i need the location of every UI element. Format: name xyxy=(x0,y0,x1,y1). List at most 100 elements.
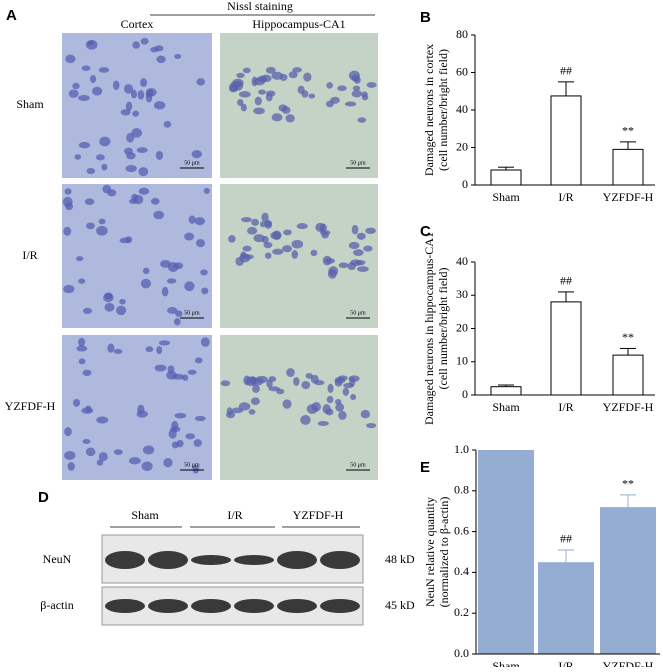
cell xyxy=(228,84,239,93)
cell xyxy=(113,449,123,455)
cell xyxy=(98,67,110,73)
cell xyxy=(96,416,109,424)
cell xyxy=(125,236,133,244)
band xyxy=(148,599,188,613)
y-tick-label: 0 xyxy=(462,387,468,401)
cell xyxy=(351,224,359,235)
cell xyxy=(78,358,86,365)
cell xyxy=(92,86,103,96)
blot-group: YZFDF-H xyxy=(293,508,344,522)
cell xyxy=(291,239,304,249)
cell xyxy=(338,410,347,420)
cell xyxy=(322,255,332,266)
cell xyxy=(350,394,357,400)
blot-box xyxy=(101,586,364,626)
cell xyxy=(174,412,187,419)
y-tick-label: 0.8 xyxy=(454,483,469,497)
cell xyxy=(128,457,141,465)
bar xyxy=(550,301,582,396)
cell xyxy=(296,223,308,230)
cell xyxy=(352,85,361,91)
cell xyxy=(356,266,369,273)
cell xyxy=(348,241,360,250)
cell xyxy=(120,109,131,116)
cell xyxy=(131,193,138,202)
blot-box xyxy=(101,534,364,584)
cell xyxy=(348,70,360,81)
x-tick-label: I/R xyxy=(558,190,573,204)
cell xyxy=(136,147,148,154)
cell xyxy=(170,426,181,432)
cell xyxy=(366,422,377,429)
cell xyxy=(303,72,312,82)
cell xyxy=(315,222,326,232)
cell xyxy=(351,90,363,98)
y-tick-label: 0.6 xyxy=(454,523,469,537)
cell xyxy=(104,303,115,312)
cell xyxy=(243,375,251,386)
cell xyxy=(235,256,244,266)
cell xyxy=(138,187,150,195)
cell xyxy=(73,398,81,407)
cell xyxy=(240,103,247,112)
cell xyxy=(82,307,93,315)
cell xyxy=(196,239,206,248)
bar xyxy=(490,386,522,396)
cell xyxy=(125,165,137,173)
bar xyxy=(612,148,644,186)
cell xyxy=(191,150,203,159)
y-axis-label: (cell number/bright field) xyxy=(436,268,450,390)
cell xyxy=(112,80,120,91)
cell xyxy=(300,414,311,425)
cell xyxy=(84,198,95,206)
cell xyxy=(173,318,181,326)
cell xyxy=(334,378,343,387)
cell xyxy=(142,267,150,275)
cell xyxy=(240,251,247,259)
cell xyxy=(141,461,153,471)
cell xyxy=(123,84,134,94)
y-tick-label: 30 xyxy=(456,287,468,301)
cell xyxy=(252,384,260,393)
cell xyxy=(160,259,171,268)
cell xyxy=(113,348,123,354)
cell xyxy=(185,433,196,440)
cell xyxy=(116,305,127,316)
cell xyxy=(131,128,143,138)
cell xyxy=(137,404,145,415)
western-blot xyxy=(101,534,364,626)
cell xyxy=(194,217,205,226)
cell xyxy=(96,225,108,236)
protein-size: 45 kD xyxy=(385,598,415,612)
cell xyxy=(172,373,184,380)
cell xyxy=(363,245,373,252)
cell xyxy=(226,407,233,416)
column-label: Hippocampus-CA1 xyxy=(252,17,345,31)
annotation: ## xyxy=(560,274,572,288)
cell xyxy=(62,196,73,207)
cell xyxy=(171,441,179,449)
cell xyxy=(78,94,90,101)
cell xyxy=(78,337,86,347)
micrograph xyxy=(62,184,212,328)
cell xyxy=(305,372,313,379)
cell xyxy=(200,269,208,276)
annotation: ** xyxy=(622,477,634,491)
cell xyxy=(126,152,136,160)
cell xyxy=(85,222,95,230)
row-label: Sham xyxy=(16,97,44,111)
panel-label: D xyxy=(38,489,49,506)
cell xyxy=(246,226,258,235)
cell xyxy=(193,439,202,447)
protein-size: 48 kD xyxy=(385,552,415,566)
y-tick-label: 20 xyxy=(456,139,468,153)
cell xyxy=(155,150,164,160)
y-tick-label: 0.4 xyxy=(454,564,469,578)
row-label: YZFDF-H xyxy=(5,399,56,413)
cell xyxy=(335,403,345,412)
cell xyxy=(242,245,252,252)
cell xyxy=(76,345,88,352)
cell xyxy=(265,66,276,74)
cell xyxy=(330,96,340,104)
cell xyxy=(282,245,292,253)
